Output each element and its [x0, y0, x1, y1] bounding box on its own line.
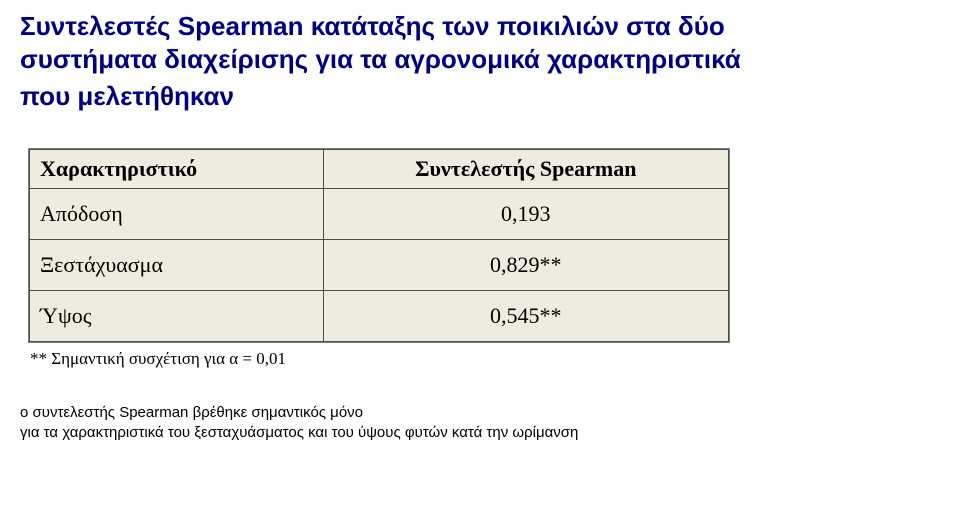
conclusion-line-2: για τα χαρακτηριστικά του ξεσταχυάσματος…	[20, 423, 939, 443]
table-row: Απόδοση 0,193	[30, 189, 729, 240]
cell-value: 0,829**	[323, 240, 728, 291]
cell-value: 0,193	[323, 189, 728, 240]
header-characteristic: Χαρακτηριστικό	[30, 150, 324, 189]
title-line-1: Συντελεστές Spearman κατάταξης των ποικι…	[20, 10, 939, 43]
cell-value: 0,545**	[323, 291, 728, 342]
conclusion-block: ο συντελεστής Spearman βρέθηκε σημαντικό…	[20, 403, 939, 442]
slide-page: Συντελεστές Spearman κατάταξης των ποικι…	[0, 0, 959, 452]
conclusion-line-1: ο συντελεστής Spearman βρέθηκε σημαντικό…	[20, 403, 939, 423]
title-line-3: που μελετήθηκαν	[20, 81, 939, 112]
table-footnote: ** Σημαντική συσχέτιση για α = 0,01	[30, 349, 939, 369]
table-row: Ξεστάχυασμα 0,829**	[30, 240, 729, 291]
header-spearman: Συντελεστής Spearman	[323, 150, 728, 189]
cell-label: Απόδοση	[30, 189, 324, 240]
table-header-row: Χαρακτηριστικό Συντελεστής Spearman	[30, 150, 729, 189]
spearman-table: Χαρακτηριστικό Συντελεστής Spearman Απόδ…	[29, 149, 729, 342]
spearman-table-wrap: Χαρακτηριστικό Συντελεστής Spearman Απόδ…	[28, 148, 730, 343]
cell-label: Ξεστάχυασμα	[30, 240, 324, 291]
cell-label: Ύψος	[30, 291, 324, 342]
title-line-2: συστήματα διαχείρισης για τα αγρονομικά …	[20, 43, 939, 76]
table-row: Ύψος 0,545**	[30, 291, 729, 342]
